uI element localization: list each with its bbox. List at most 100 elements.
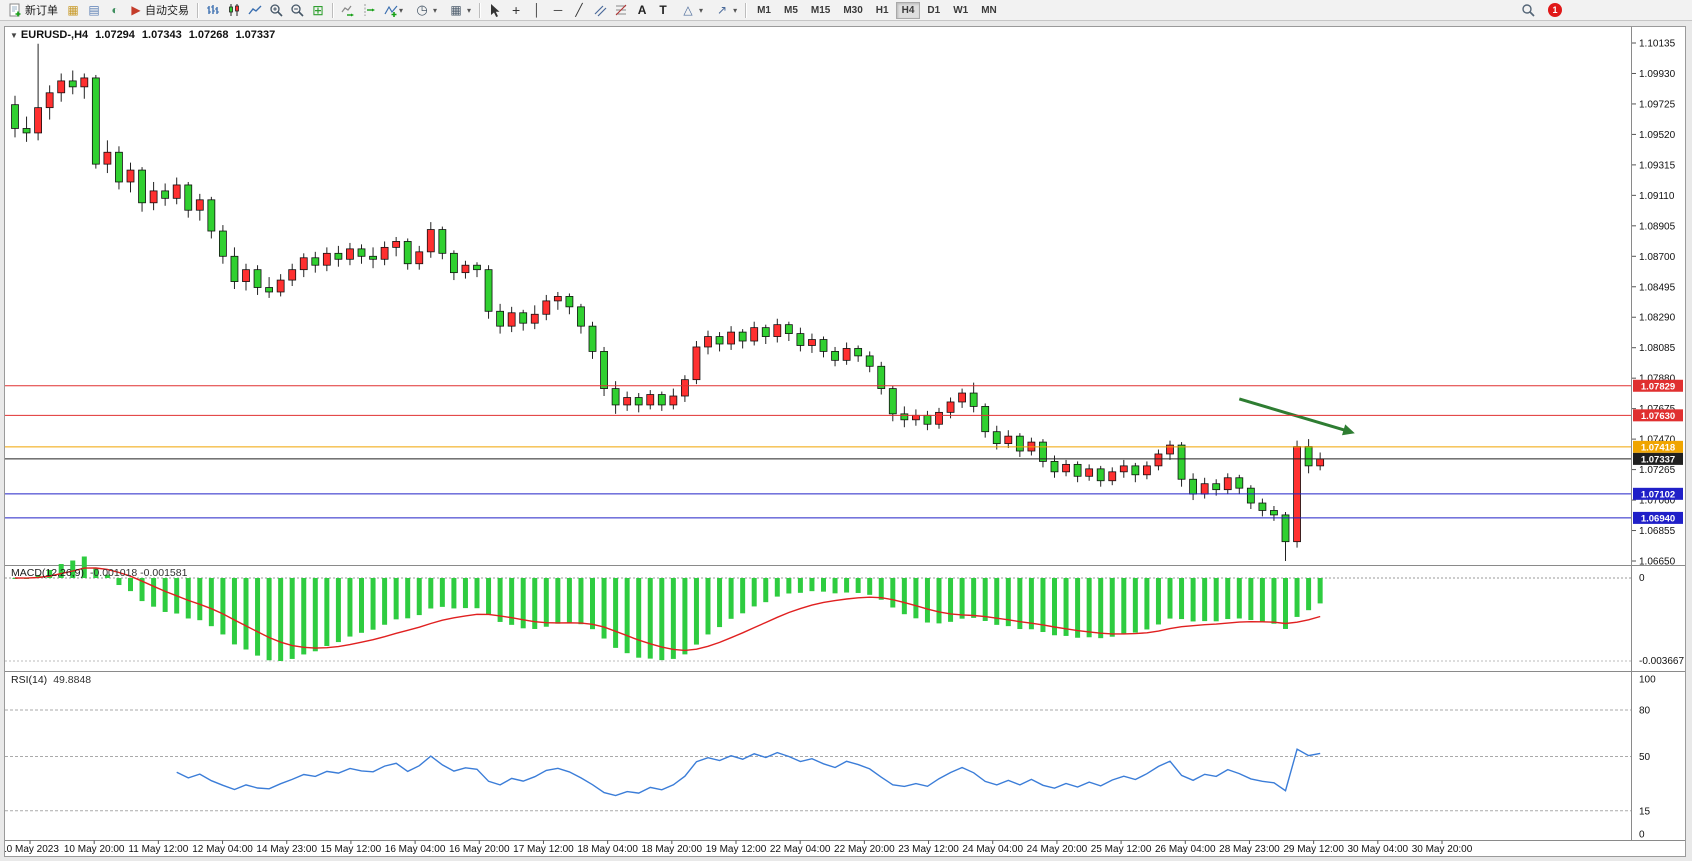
zoom-in-button[interactable]: [266, 1, 286, 19]
templates-button[interactable]: ▦ ▾: [442, 1, 475, 19]
bar-chart-icon: [207, 5, 219, 14]
svg-text:26 May 04:00: 26 May 04:00: [1155, 844, 1216, 855]
svg-text:10 May 2023: 10 May 2023: [5, 844, 59, 855]
timeframe-button-d1[interactable]: D1: [927, 4, 941, 16]
timeframe-button-h1[interactable]: H1: [875, 4, 889, 16]
chevron-down-icon: ▾: [399, 5, 404, 15]
chevron-down-icon: ▾: [733, 5, 738, 15]
svg-text:1.06855: 1.06855: [1639, 526, 1676, 537]
zoom-out-button[interactable]: [287, 1, 307, 19]
navigator-icon[interactable]: ◐: [111, 3, 119, 17]
new-order-button[interactable]: 新订单: [4, 1, 62, 19]
svg-text:80: 80: [1639, 706, 1651, 717]
new-order-icon: [9, 3, 21, 17]
shapes-tool-button[interactable]: △ ▾: [674, 1, 707, 19]
market-watch-icon[interactable]: ▦: [67, 3, 79, 17]
main-toolbar: 新订单 ▦ ▤ ◐ ▶ 自动交易: [0, 0, 1692, 21]
svg-text:15: 15: [1639, 806, 1651, 817]
svg-text:1.07418: 1.07418: [1641, 442, 1675, 453]
tile-windows-icon[interactable]: ⊞: [312, 1, 324, 18]
cursor-icon: [491, 3, 500, 17]
svg-text:100: 100: [1639, 675, 1656, 686]
fibonacci-tool-button[interactable]: [611, 1, 631, 19]
timeframe-button-mn[interactable]: MN: [981, 4, 997, 16]
collapse-icon[interactable]: ▼: [10, 31, 18, 40]
timeframe-button-h4[interactable]: H4: [895, 1, 921, 19]
crosshair-tool-button[interactable]: +: [511, 2, 521, 18]
data-window-icon[interactable]: ▤: [88, 3, 100, 17]
indicators-button[interactable]: ▾: [380, 1, 407, 19]
horizontal-line-tool-button[interactable]: ─: [553, 3, 563, 17]
toolbar-separator: [332, 2, 334, 18]
trendline-tool-button[interactable]: ╱: [575, 3, 583, 17]
line-chart-icon: [248, 5, 262, 15]
periods-button[interactable]: ◷ ▾: [408, 1, 441, 19]
svg-text:15 May 12:00: 15 May 12:00: [321, 844, 382, 855]
timeframe-button-w1[interactable]: W1: [953, 4, 969, 16]
svg-text:1.08700: 1.08700: [1639, 252, 1676, 263]
svg-text:1.08495: 1.08495: [1639, 282, 1676, 293]
svg-text:1.08905: 1.08905: [1639, 221, 1676, 232]
svg-text:1.09725: 1.09725: [1639, 99, 1676, 110]
chart-shift-button[interactable]: [359, 1, 379, 19]
timeframe-button-m15[interactable]: M15: [810, 4, 831, 16]
svg-text:30 May 20:00: 30 May 20:00: [1412, 844, 1473, 855]
autotrading-label: 自动交易: [145, 5, 189, 17]
search-button[interactable]: [1518, 1, 1538, 19]
price-chart-canvas[interactable]: 1.10135 1.09930 1.09725 1.09520 1.09315 1.091…: [5, 27, 1685, 856]
toolbar-separator: [197, 2, 199, 18]
svg-text:24 May 04:00: 24 May 04:00: [962, 844, 1023, 855]
chevron-down-icon: ▾: [433, 5, 438, 15]
svg-text:22 May 20:00: 22 May 20:00: [834, 844, 895, 855]
zoom-out-icon: [290, 3, 304, 17]
svg-text:28 May 23:00: 28 May 23:00: [1219, 844, 1280, 855]
bar-chart-type-button[interactable]: [203, 1, 223, 19]
svg-text:1.06940: 1.06940: [1641, 513, 1675, 524]
svg-text:1.07060: 1.07060: [1639, 496, 1676, 507]
svg-text:30 May 04:00: 30 May 04:00: [1348, 844, 1409, 855]
svg-text:12 May 04:00: 12 May 04:00: [192, 844, 253, 855]
svg-text:22 May 04:00: 22 May 04:00: [770, 844, 831, 855]
svg-text:1.08085: 1.08085: [1639, 343, 1676, 354]
svg-text:1.07265: 1.07265: [1639, 465, 1676, 476]
macd-label: MACD(12,26,9) -0.001018 -0.001581: [11, 567, 187, 579]
macd-values: -0.001018 -0.001581: [89, 567, 188, 579]
vertical-line-tool-button[interactable]: │: [533, 3, 541, 17]
shapes-icon: △: [683, 3, 693, 17]
text-label-tool-button[interactable]: T: [659, 3, 667, 17]
rsi-value: 49.8848: [53, 674, 92, 686]
symbol-label: EURUSD-,H4: [20, 29, 89, 41]
fibonacci-icon: [615, 4, 627, 16]
auto-scroll-icon: [341, 5, 354, 17]
timeframe-button-m1[interactable]: M1: [757, 4, 771, 16]
autotrading-button[interactable]: ▶ 自动交易: [126, 1, 193, 19]
arrows-tool-button[interactable]: ↗ ▾: [708, 1, 741, 19]
svg-text:16 May 04:00: 16 May 04:00: [385, 844, 446, 855]
auto-scroll-button[interactable]: [338, 1, 358, 19]
svg-text:18 May 04:00: 18 May 04:00: [577, 844, 638, 855]
new-order-label: 新订单: [25, 5, 58, 17]
indicators-icon: [384, 5, 398, 17]
svg-text:18 May 20:00: 18 May 20:00: [642, 844, 703, 855]
chart-shift-icon: [364, 4, 375, 16]
timeframe-button-m5[interactable]: M5: [783, 4, 798, 16]
cursor-tool-button[interactable]: [485, 1, 505, 19]
svg-text:24 May 20:00: 24 May 20:00: [1027, 844, 1088, 855]
ohlc-low: 1.07268: [188, 29, 229, 41]
autotrading-icon: ▶: [131, 3, 141, 17]
candlestick-chart-type-button[interactable]: [224, 1, 244, 19]
ohlc-high: 1.07343: [141, 29, 182, 41]
channel-tool-button[interactable]: [590, 1, 610, 19]
svg-text:0: 0: [1639, 573, 1645, 584]
svg-text:1.07829: 1.07829: [1641, 381, 1675, 392]
rsi-name: RSI(14): [11, 674, 48, 686]
chevron-down-icon: ▾: [467, 5, 472, 15]
line-chart-type-button[interactable]: [245, 1, 265, 19]
svg-text:1.09110: 1.09110: [1639, 191, 1675, 202]
timeframe-button-m30[interactable]: M30: [843, 4, 863, 16]
svg-text:1.07470: 1.07470: [1639, 435, 1676, 446]
svg-text:10 May 20:00: 10 May 20:00: [64, 844, 125, 855]
chart-window[interactable]: 1.10135 1.09930 1.09725 1.09520 1.09315 1.091…: [4, 26, 1686, 857]
text-tool-button[interactable]: A: [637, 3, 647, 17]
notification-badge[interactable]: 1: [1548, 3, 1562, 17]
